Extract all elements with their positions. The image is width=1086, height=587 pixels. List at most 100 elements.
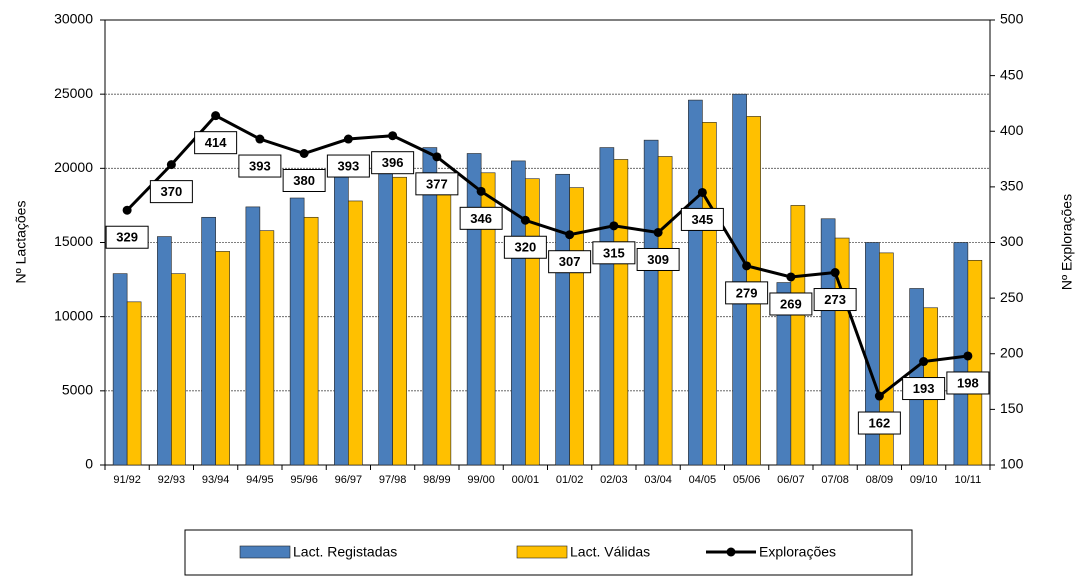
y2-tick-label: 300 bbox=[1000, 233, 1024, 249]
bar bbox=[569, 187, 584, 466]
data-label: 162 bbox=[869, 415, 891, 430]
x-tick-label: 95/96 bbox=[290, 474, 318, 486]
data-label-box bbox=[415, 172, 459, 196]
point bbox=[343, 134, 353, 144]
point bbox=[653, 227, 663, 237]
data-label: 198 bbox=[957, 375, 979, 390]
data-label: 345 bbox=[692, 212, 714, 227]
y2-axis-label: Nº Explorações bbox=[1059, 194, 1075, 290]
data-label-box bbox=[725, 281, 769, 305]
data-label-box bbox=[105, 225, 149, 249]
bar bbox=[511, 160, 526, 466]
y-axis-label: Nº Lactações bbox=[13, 201, 29, 284]
data-label-box bbox=[238, 154, 282, 178]
y2-tick-label: 400 bbox=[1000, 122, 1024, 138]
y2-tick-label: 200 bbox=[1000, 344, 1024, 360]
point bbox=[166, 160, 176, 170]
x-tick-label: 09/10 bbox=[910, 474, 938, 486]
data-label: 377 bbox=[426, 176, 448, 191]
point bbox=[742, 261, 752, 271]
data-label: 396 bbox=[382, 155, 404, 170]
x-tick-label: 01/02 bbox=[556, 474, 584, 486]
point bbox=[122, 205, 132, 215]
legend-swatch bbox=[516, 545, 568, 559]
point bbox=[476, 186, 486, 196]
bar bbox=[157, 236, 172, 466]
data-label: 309 bbox=[647, 252, 669, 267]
point bbox=[697, 187, 707, 197]
x-tick-label: 10/11 bbox=[955, 474, 982, 486]
x-tick-label: 05/06 bbox=[733, 474, 761, 486]
data-label: 315 bbox=[603, 245, 625, 260]
data-label: 393 bbox=[338, 158, 360, 173]
data-label: 346 bbox=[470, 211, 492, 226]
data-label: 307 bbox=[559, 254, 581, 269]
bar bbox=[643, 139, 659, 466]
line bbox=[126, 113, 969, 399]
x-tick-label: 04/05 bbox=[689, 474, 717, 486]
x-tick-label: 99/00 bbox=[467, 474, 495, 486]
data-label: 193 bbox=[913, 381, 935, 396]
bar bbox=[171, 273, 186, 466]
data-label-box bbox=[371, 151, 415, 175]
data-label-box bbox=[459, 206, 503, 230]
x-tick-label: 07/08 bbox=[821, 474, 849, 486]
bar bbox=[790, 205, 806, 466]
y2-tick-label: 100 bbox=[1000, 456, 1024, 472]
bar bbox=[555, 173, 570, 466]
bar bbox=[201, 216, 216, 466]
data-label-box bbox=[548, 250, 592, 274]
data-label-box bbox=[769, 292, 813, 316]
x-tick-label: 98/99 bbox=[423, 474, 451, 486]
x-tick-label: 06/07 bbox=[777, 474, 805, 486]
bar bbox=[378, 168, 393, 466]
y-tick-label: 10000 bbox=[54, 307, 93, 323]
data-label: 329 bbox=[116, 230, 138, 245]
x-tick-label: 02/03 bbox=[600, 474, 628, 486]
y-tick-label: 15000 bbox=[54, 233, 93, 249]
bar bbox=[289, 197, 305, 466]
data-label: 380 bbox=[293, 173, 315, 188]
data-label-box bbox=[194, 131, 238, 155]
bar bbox=[334, 172, 349, 466]
x-tick-label: 92/93 bbox=[158, 474, 186, 486]
bar bbox=[348, 200, 363, 466]
y-tick-label: 20000 bbox=[54, 159, 93, 175]
y-tick-label: 0 bbox=[85, 456, 93, 472]
x-tick-label: 91/92 bbox=[113, 474, 141, 486]
bar bbox=[967, 259, 983, 466]
y2-tick-label: 350 bbox=[1000, 178, 1024, 194]
data-label: 370 bbox=[161, 184, 183, 199]
point bbox=[520, 215, 530, 225]
x-tick-label: 00/01 bbox=[512, 474, 540, 486]
point bbox=[432, 152, 442, 162]
x-tick-label: 96/97 bbox=[335, 474, 363, 486]
point bbox=[565, 230, 575, 240]
legend-point bbox=[726, 547, 736, 557]
point bbox=[963, 351, 973, 361]
data-label-box bbox=[282, 169, 326, 192]
data-label-box bbox=[636, 247, 680, 271]
data-label-box bbox=[503, 235, 547, 259]
point bbox=[919, 357, 929, 367]
x-tick-label: 93/94 bbox=[202, 474, 230, 486]
bar bbox=[909, 288, 924, 466]
data-label: 393 bbox=[249, 158, 271, 173]
point bbox=[299, 149, 309, 158]
y-tick-label: 30000 bbox=[54, 11, 93, 27]
data-label-box bbox=[902, 377, 946, 401]
y-tick-label: 5000 bbox=[62, 382, 93, 398]
data-label: 279 bbox=[736, 285, 758, 300]
point bbox=[388, 131, 398, 141]
bar bbox=[245, 206, 261, 466]
y-tick-label: 25000 bbox=[54, 85, 93, 101]
bar bbox=[466, 153, 482, 466]
bar bbox=[112, 273, 128, 466]
bar bbox=[732, 93, 747, 466]
bar bbox=[303, 216, 319, 466]
x-tick-label: 03/04 bbox=[644, 474, 672, 486]
data-label-box bbox=[813, 288, 857, 312]
data-label-box bbox=[857, 411, 901, 435]
legend-label: Lact. Registadas bbox=[293, 544, 397, 560]
